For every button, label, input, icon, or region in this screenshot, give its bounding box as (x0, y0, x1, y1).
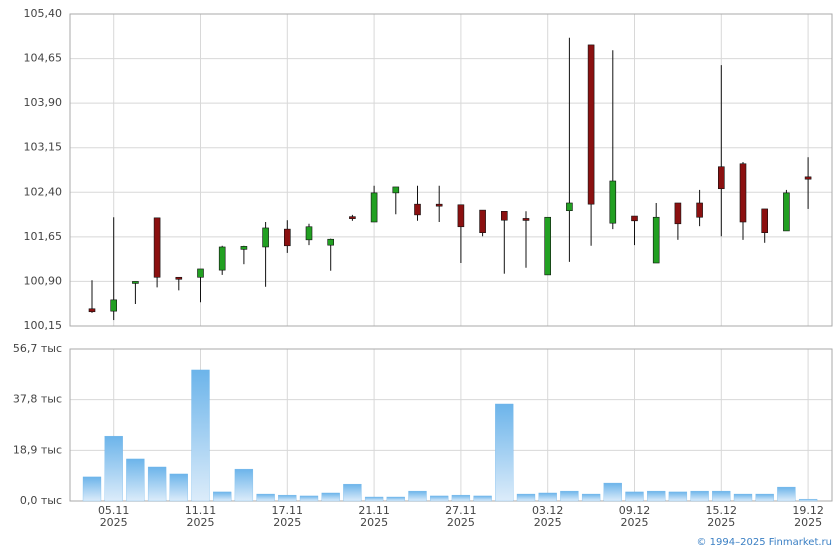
candle-body (544, 216, 552, 276)
candle-body (631, 215, 638, 222)
candle-body (262, 227, 269, 248)
candle-body (739, 163, 747, 223)
volume-bar (299, 495, 319, 502)
volume-bar (451, 494, 471, 502)
y-tick-label: 103,15 (24, 141, 63, 154)
x-tick-label: 27.11 2025 (445, 504, 477, 529)
copyright: © 1994–2025 Finmarket.ru (696, 537, 832, 548)
volume-bar (126, 458, 145, 502)
volume-bar (516, 493, 536, 502)
candle-body (457, 204, 465, 228)
candle-body (218, 246, 226, 271)
candle-body (305, 226, 313, 241)
volume-bar (147, 466, 167, 502)
volume-bar (690, 490, 709, 502)
candle-body (370, 192, 378, 223)
volume-bar (538, 492, 557, 502)
y-tick-label: 103,90 (24, 96, 63, 109)
plot-frame (69, 13, 833, 327)
candle-body (804, 176, 812, 180)
volume-bar (473, 495, 492, 502)
y-tick-label: 101,65 (24, 230, 63, 243)
volume-bar (82, 476, 102, 502)
candle-body (761, 208, 769, 233)
candle-body (414, 203, 421, 216)
volume-bar (603, 482, 622, 502)
candle-body (175, 276, 183, 280)
volume-bar (668, 491, 688, 502)
candle-body (783, 192, 790, 232)
volume-bar (408, 490, 427, 502)
candle-body (696, 202, 703, 218)
candle-body (566, 202, 573, 212)
x-tick-label: 03.12 2025 (532, 504, 564, 529)
candle-body (240, 246, 248, 250)
volume-bar (169, 473, 188, 502)
candle-body (500, 211, 508, 221)
y-tick-label: 102,40 (24, 185, 63, 198)
y-tick-label: 100,90 (24, 274, 63, 287)
volume-bar (278, 494, 297, 502)
candle-body (327, 238, 335, 246)
candle-body (435, 203, 443, 207)
volume-bar (625, 491, 644, 502)
candle-body (283, 228, 291, 247)
volume-bar (712, 490, 731, 502)
candle-body (153, 217, 161, 278)
y-tick-label: 0,0 тыс (20, 494, 62, 507)
volume-bar (777, 486, 796, 502)
x-tick-label: 05.11 2025 (98, 504, 130, 529)
y-tick-label: 105,40 (24, 7, 63, 20)
volume-bar (234, 468, 254, 502)
candle-body (717, 166, 725, 190)
x-tick-label: 09.12 2025 (619, 504, 651, 529)
candle-body (479, 209, 486, 233)
candle-body (132, 281, 139, 284)
candle-body (349, 216, 356, 219)
volume-bar (364, 496, 384, 502)
x-tick-label: 11.11 2025 (185, 504, 217, 529)
y-tick-label: 37,8 тыс (13, 393, 62, 406)
volume-bar (647, 490, 666, 502)
volume-bar (256, 493, 275, 502)
candle-body (392, 186, 400, 194)
y-tick-label: 56,7 тыс (13, 342, 62, 355)
candle-body (609, 180, 617, 224)
volume-bar (560, 490, 579, 502)
x-tick-label: 15.12 2025 (706, 504, 738, 529)
candle-body (652, 216, 660, 264)
volume-bar (430, 495, 449, 502)
candle-body (522, 218, 530, 221)
y-tick-label: 18,9 тыс (13, 443, 62, 456)
volume-bar (104, 435, 123, 502)
volume-bar (343, 483, 362, 502)
x-tick-label: 17.11 2025 (272, 504, 304, 529)
candle-body (197, 268, 204, 278)
volume-bar (213, 491, 232, 502)
candle-body (674, 202, 682, 225)
candle-body (587, 44, 595, 205)
x-tick-label: 21.11 2025 (358, 504, 390, 529)
volume-bar (581, 493, 601, 502)
y-tick-label: 100,15 (24, 319, 63, 332)
candle-body (88, 308, 96, 313)
volume-bar (386, 496, 405, 502)
volume-bar (733, 493, 753, 502)
plot-frame (69, 348, 833, 502)
volume-bar (798, 498, 818, 502)
candle-body (110, 299, 117, 312)
volume-bar (755, 493, 774, 502)
volume-bar (321, 492, 340, 502)
y-tick-label: 104,65 (24, 52, 63, 65)
volume-bar (191, 369, 210, 502)
volume-bar (495, 403, 514, 502)
x-tick-label: 19.12 2025 (792, 504, 824, 529)
